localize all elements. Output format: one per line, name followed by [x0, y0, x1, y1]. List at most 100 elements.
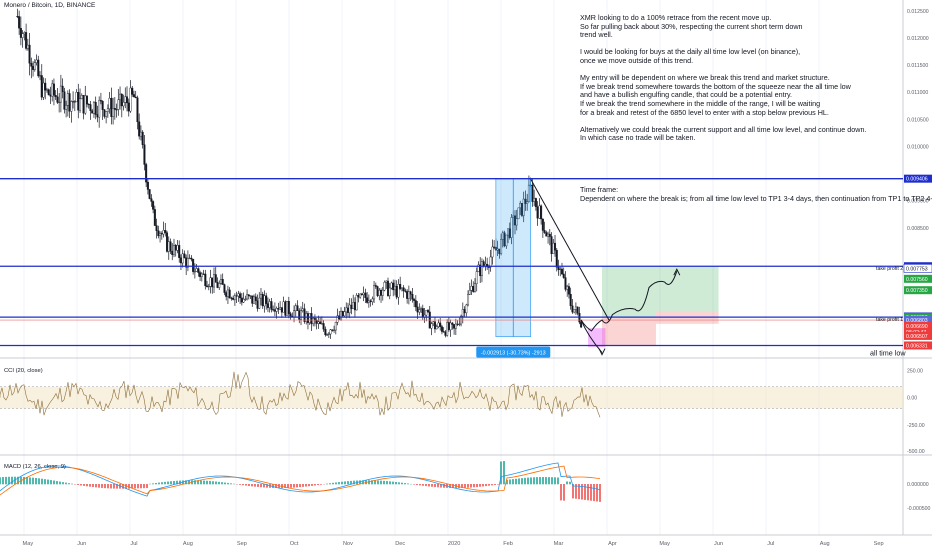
macd-histogram-bar	[500, 461, 502, 485]
candle-body	[540, 205, 543, 220]
macd-histogram-bar	[359, 480, 361, 485]
candle-body	[157, 230, 160, 237]
macd-histogram-bar	[158, 482, 160, 485]
cci-indicator-pane: CCI (20, close) 250.00 0.00 -250.00 -500.00	[0, 368, 925, 455]
candle-body	[106, 108, 109, 112]
macd-histogram-bar	[443, 484, 445, 488]
cci-title: CCI (20, close)	[4, 368, 43, 374]
candle-body	[360, 293, 363, 295]
price-tag-text: 0.006690	[906, 324, 928, 330]
candle-body	[235, 295, 238, 297]
candle-body	[268, 301, 271, 308]
macd-histogram-bar	[353, 480, 355, 485]
candle-body	[21, 33, 24, 38]
candle-body	[134, 96, 137, 99]
macd-histogram-bar	[449, 484, 451, 488]
candle-body	[505, 234, 508, 247]
candle-body	[489, 256, 492, 268]
candle-body	[153, 209, 156, 226]
candle-body	[280, 307, 283, 313]
candle-body	[440, 326, 443, 332]
candle-body	[289, 313, 292, 317]
candle-body	[122, 102, 125, 107]
candle-body	[552, 242, 555, 254]
macd-histogram-bar	[428, 484, 430, 487]
candle-body	[433, 321, 436, 330]
macd-histogram-bar	[371, 480, 373, 485]
take-profit-1-label: take profit 1	[876, 317, 903, 323]
candle-body	[152, 201, 155, 210]
time-tick: Aug	[183, 541, 193, 547]
candle-body	[458, 323, 461, 325]
macd-histogram-bar	[284, 484, 286, 489]
candle-body	[392, 282, 395, 291]
candle-body	[449, 322, 452, 331]
macd-histogram-bar	[566, 481, 568, 485]
candle-body	[181, 253, 184, 264]
macd-histogram-bar	[215, 481, 217, 485]
candle-body	[275, 308, 278, 312]
macd-histogram-bar	[569, 481, 571, 485]
candle-body	[159, 233, 162, 237]
candle-body	[437, 322, 440, 327]
macd-histogram-bar	[509, 479, 511, 485]
macd-histogram-bar	[479, 484, 481, 487]
macd-histogram-bar	[317, 484, 319, 486]
candle-body	[510, 217, 513, 238]
candle-body	[515, 218, 518, 226]
candle-body	[296, 305, 299, 311]
macd-histogram-bar	[476, 484, 478, 488]
macd-histogram-bar	[275, 484, 277, 489]
candle-body	[138, 121, 141, 137]
candle-body	[146, 181, 149, 190]
candle-body	[286, 301, 289, 316]
candle-body	[406, 291, 409, 299]
cci-tick: 0.00	[907, 396, 917, 402]
candle-body	[75, 92, 78, 103]
macd-histogram-bar	[488, 484, 490, 486]
candle-body	[148, 189, 151, 199]
macd-histogram-bar	[464, 484, 466, 488]
candle-body	[221, 279, 224, 285]
candle-body	[247, 294, 250, 297]
candle-body	[87, 103, 90, 105]
candle-body	[26, 44, 29, 49]
macd-histogram-bar	[452, 484, 454, 489]
candle-body	[306, 313, 309, 323]
time-tick: Jul	[767, 541, 774, 547]
candle-body	[326, 334, 329, 336]
candle-body	[331, 329, 334, 331]
candle-body	[37, 59, 40, 77]
candle-body	[166, 232, 169, 252]
macd-histogram-bar	[503, 461, 505, 485]
macd-histogram-bar	[260, 484, 262, 488]
time-tick: Sep	[874, 541, 884, 547]
time-tick: May	[23, 541, 34, 547]
candle-body	[232, 297, 235, 300]
macd-histogram-bar	[47, 479, 49, 485]
candle-body	[402, 287, 405, 292]
candle-body	[430, 323, 433, 329]
price-tick: 0.010000	[907, 144, 929, 150]
macd-histogram-bar	[380, 480, 382, 485]
loss-zone	[602, 317, 656, 346]
macd-histogram-bar	[245, 484, 247, 486]
candle-body	[84, 95, 87, 114]
candle-body	[223, 284, 226, 293]
time-axis[interactable]: May Jun Jul Aug Sep Oct Nov Dec 2020 Feb Mar Apr May…	[23, 541, 884, 547]
candle-body	[61, 85, 64, 92]
candle-body	[115, 109, 118, 111]
candle-body	[279, 307, 282, 310]
candle-body	[341, 311, 344, 317]
candle-body	[33, 62, 36, 70]
price-axis[interactable]: 0.012500 0.012000 0.011500 0.011000 0.010500…	[907, 9, 929, 232]
candle-body	[413, 299, 416, 301]
chart-drawings[interactable]: -0.002913 (-30.73%) -2913 take profit 2 ta…	[0, 178, 906, 358]
macd-histogram-bar	[8, 476, 10, 485]
candle-body	[188, 257, 191, 259]
candle-body	[547, 233, 550, 237]
candle-body	[444, 331, 447, 336]
candle-body	[348, 304, 351, 313]
candle-body	[538, 205, 541, 219]
